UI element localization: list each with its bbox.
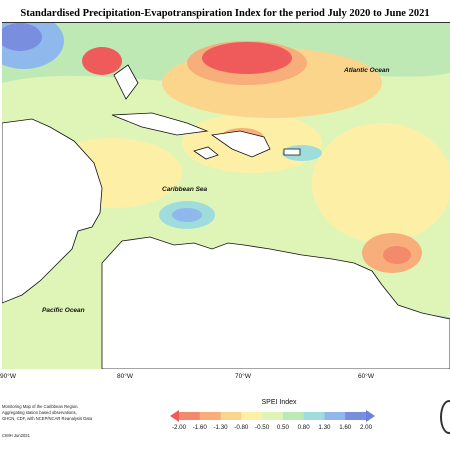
central-america-land — [2, 118, 103, 304]
lon-tick-80w: 80°W — [117, 373, 133, 380]
legend-swatch — [241, 412, 263, 420]
extreme-dry-florida — [82, 47, 122, 75]
legend-swatch — [303, 412, 325, 420]
lon-tick-70w: 70°W — [235, 373, 251, 380]
lon-tick-60w: 60°W — [358, 373, 374, 380]
legend-value: -1.30 — [213, 424, 228, 431]
legend-value: 1.30 — [318, 424, 331, 431]
map-credits: Monitoring Map of the Caribbean Region. … — [2, 404, 122, 422]
legend-swatch — [170, 410, 179, 422]
jamaica — [193, 146, 219, 160]
legend-value: -2.00 — [171, 424, 187, 431]
very-wet-gulf — [2, 23, 42, 51]
cuba — [111, 112, 209, 136]
very-dry-guyana — [383, 246, 411, 264]
legend-value: 2.00 — [359, 424, 373, 431]
hispaniola — [210, 130, 271, 158]
florida-tip — [113, 64, 139, 100]
legend-value: 0.80 — [297, 424, 310, 431]
atlantic-ocean-label: Atlantic Ocean — [344, 67, 390, 74]
south-america-land — [101, 236, 450, 369]
legend-swatch — [324, 412, 346, 420]
legend-swatch — [179, 412, 201, 420]
legend-swatch — [366, 410, 375, 422]
spei-map-canvas — [2, 23, 450, 369]
spei-map: Atlantic Ocean Caribbean Sea Pacific Oce… — [2, 22, 450, 369]
extreme-dry-north — [202, 42, 292, 74]
very-wet-caribbean — [172, 208, 202, 222]
map-title: Standardised Precipitation-Evapotranspir… — [20, 8, 430, 19]
legend-value: -1.60 — [192, 424, 207, 431]
legend-value: -0.50 — [255, 424, 270, 431]
produced-by: CIMH Jun2021 — [2, 433, 30, 438]
credits-line-1: Monitoring Map of the Caribbean Region. — [2, 404, 79, 409]
dry-area-east — [312, 123, 450, 243]
credits-line-3: GHCN, CDF, with NCEP/NCAR Reanalysis Dat… — [2, 416, 93, 421]
legend-title: SPEI Index — [261, 399, 297, 406]
credits-line-2: Aggregating station based observations, — [2, 410, 77, 415]
puerto-rico — [283, 148, 301, 156]
lon-tick-90w: 90°W — [0, 373, 16, 380]
caribbean-sea-label: Caribbean Sea — [162, 186, 208, 193]
legend-swatch — [220, 412, 242, 420]
land-outlines — [2, 64, 450, 369]
legend-swatch — [282, 412, 304, 420]
legend-swatch — [262, 412, 284, 420]
legend-colorbar — [170, 410, 375, 422]
legend-value: -0.80 — [234, 424, 249, 431]
legend-value: 1.60 — [339, 424, 352, 431]
legend-swatch — [345, 412, 367, 420]
pacific-ocean-label: Pacific Ocean — [42, 307, 85, 314]
logo-mark — [440, 400, 450, 434]
legend-value: 0.50 — [276, 424, 289, 431]
legend-swatch — [199, 412, 221, 420]
